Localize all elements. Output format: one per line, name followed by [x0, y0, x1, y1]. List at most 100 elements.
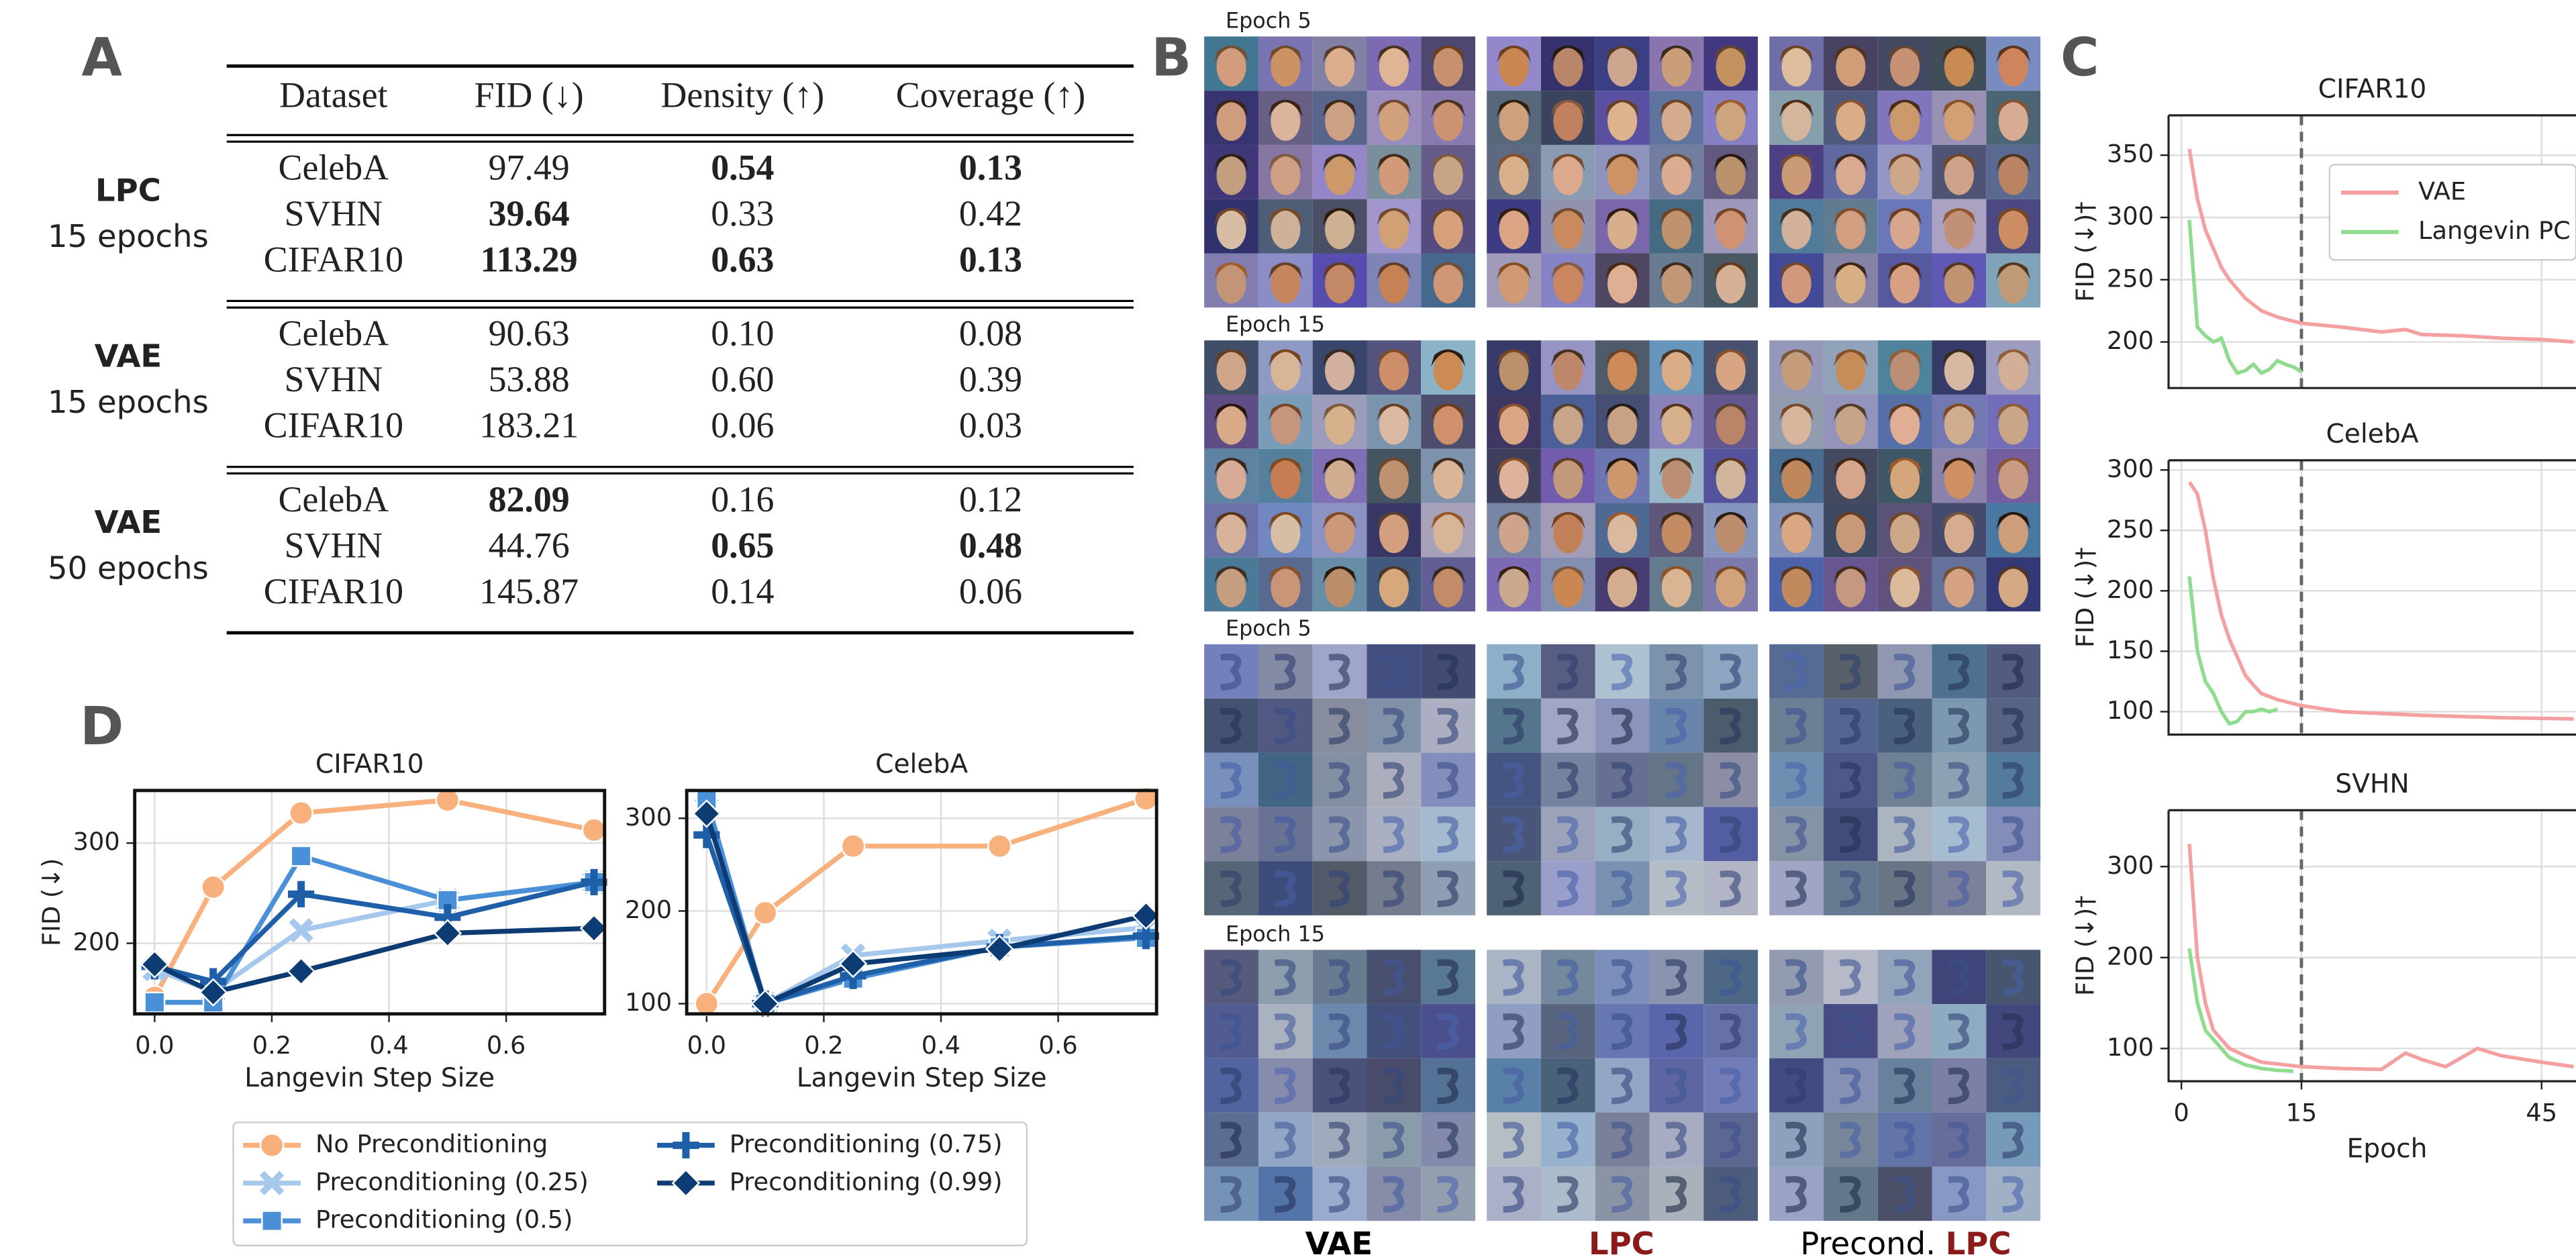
y-tick-label: 200 — [625, 895, 672, 924]
column-label-part: Precond. — [1800, 1225, 1936, 1259]
sample-grid — [1487, 340, 1758, 611]
group-label: VAE — [95, 504, 162, 540]
table-cell: 0.63 — [711, 240, 774, 280]
subplot-title: CelebA — [875, 750, 968, 780]
table-cell: 0.08 — [959, 313, 1022, 354]
table-cell: SVHN — [285, 525, 383, 565]
group-sublabel: 50 epochs — [48, 550, 209, 586]
table-cell: 0.14 — [711, 571, 774, 611]
table-cell: CIFAR10 — [264, 571, 403, 611]
marker — [754, 901, 777, 924]
table-cell: 0.13 — [959, 240, 1022, 280]
y-tick-label: 100 — [2107, 1033, 2154, 1062]
subplot-title: CelebA — [2326, 419, 2418, 450]
series-line — [2189, 844, 2573, 1069]
y-tick-label: 300 — [2107, 454, 2154, 483]
x-tick-label: 0.0 — [135, 1031, 174, 1060]
group-label: VAE — [95, 338, 162, 374]
table-cell: SVHN — [285, 359, 383, 399]
sample-grid — [1487, 950, 1758, 1221]
subplot-title: SVHN — [2335, 769, 2409, 799]
marker — [695, 992, 718, 1015]
panel-label: C — [2061, 28, 2099, 89]
group-label: LPC — [95, 172, 161, 208]
table-cell: 90.63 — [489, 313, 570, 354]
x-tick-label: 0.4 — [369, 1031, 408, 1060]
page: { "panel_labels": ["A", "B", "C", "D"], … — [0, 0, 2576, 1259]
y-tick-label: 300 — [73, 827, 120, 856]
marker — [289, 801, 312, 824]
column-label-part: LPC — [1589, 1225, 1654, 1259]
table-cell: 0.54 — [711, 147, 774, 187]
x-axis-label: Epoch — [2347, 1134, 2428, 1164]
table-cell: 0.33 — [711, 193, 774, 234]
table-cell: 0.48 — [959, 525, 1022, 565]
panel-label: A — [81, 28, 122, 89]
column-label-part: VAE — [1305, 1225, 1373, 1259]
y-axis-label: FID (↓)† — [2071, 547, 2099, 648]
column-label-part: LPC — [1946, 1225, 2012, 1259]
y-tick-label: 150 — [2107, 636, 2154, 664]
axis-spine — [2169, 460, 2576, 735]
x-axis-label: Langevin Step Size — [797, 1063, 1047, 1093]
y-tick-label: 300 — [2107, 851, 2154, 880]
y-tick-label: 300 — [2107, 202, 2154, 231]
legend-label: Langevin PC — [2418, 216, 2571, 245]
y-tick-label: 250 — [2107, 264, 2154, 293]
table-cell: 0.03 — [959, 405, 1022, 446]
sample-grid — [1769, 950, 2040, 1221]
sample-grid — [1204, 36, 1475, 307]
subplot-title: CIFAR10 — [315, 750, 424, 780]
table-cell: 113.29 — [481, 240, 578, 280]
sample-grid — [1487, 644, 1758, 915]
figure: A B C D DatasetFID (↓)Density (↑)Coverag… — [0, 0, 2576, 1259]
row-label: Epoch 5 — [1226, 7, 1311, 33]
x-tick-label: 15 — [2286, 1099, 2318, 1127]
y-tick-label: 200 — [2107, 942, 2154, 970]
table-cell: 0.12 — [959, 479, 1022, 519]
x-tick-label: 0.4 — [922, 1031, 960, 1060]
sample-grid — [1204, 950, 1475, 1221]
sample-grid — [1204, 340, 1475, 611]
table-cell: 0.13 — [959, 147, 1022, 187]
y-tick-label: 350 — [2107, 140, 2154, 168]
x-axis-label: Langevin Step Size — [244, 1063, 495, 1093]
legend-label: Preconditioning (0.75) — [730, 1129, 1003, 1158]
table-cell: 0.39 — [959, 359, 1022, 399]
table-cell: SVHN — [285, 193, 383, 234]
sample-grid — [1487, 36, 1758, 307]
x-tick-label: 0.6 — [1038, 1031, 1077, 1060]
sample-grid — [1769, 36, 2040, 307]
y-tick-label: 250 — [2107, 515, 2154, 544]
row-label: Epoch 15 — [1226, 311, 1325, 337]
table-cell: CIFAR10 — [264, 240, 403, 280]
legend-label: VAE — [2418, 177, 2466, 205]
column-label: VAE — [1305, 1225, 1373, 1259]
group-sublabel: 15 epochs — [48, 218, 209, 254]
table-header: Density (↑) — [661, 75, 825, 115]
marker — [288, 958, 314, 985]
y-axis-label: FID (↓)† — [2071, 895, 2099, 996]
table-cell: 0.42 — [959, 193, 1022, 234]
marker — [260, 1134, 283, 1156]
table-cell: CelebA — [279, 147, 389, 187]
column-label: LPC — [1589, 1225, 1654, 1259]
table-header: FID (↓) — [475, 75, 584, 115]
table-cell: 82.09 — [489, 479, 570, 519]
table-cell: 97.49 — [489, 147, 570, 187]
marker — [262, 1211, 281, 1230]
y-tick-label: 200 — [2107, 575, 2154, 604]
x-tick-label: 0.6 — [487, 1031, 526, 1060]
table-cell: 0.60 — [711, 359, 774, 399]
marker — [145, 993, 164, 1012]
row-label: Epoch 15 — [1226, 921, 1325, 946]
y-axis-label: FID (↓) — [37, 858, 66, 946]
x-tick-label: 0.2 — [804, 1031, 843, 1060]
sample-grid — [1769, 644, 2040, 915]
row-label: Epoch 5 — [1226, 615, 1311, 641]
table-cell: 39.64 — [489, 193, 570, 234]
table-header: Dataset — [279, 75, 387, 115]
series-line — [2189, 482, 2573, 719]
group-sublabel: 15 epochs — [48, 384, 209, 420]
table-cell: CelebA — [279, 313, 389, 354]
